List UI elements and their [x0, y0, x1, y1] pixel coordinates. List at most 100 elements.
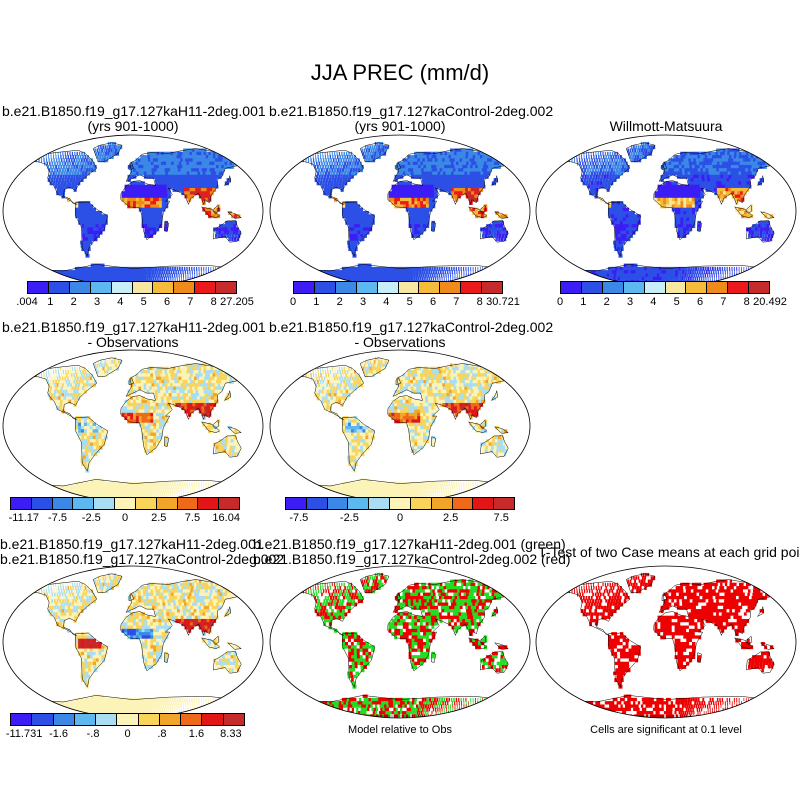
map-grid-cell [90, 237, 95, 242]
map-grid-cell [690, 155, 694, 159]
map-grid-cell [155, 197, 160, 202]
map-grid-cell [459, 164, 464, 169]
map-grid-cell [315, 174, 319, 179]
map-grid-cell [425, 151, 430, 156]
map-grid-cell [431, 273, 434, 278]
map-grid-cell [213, 171, 218, 176]
map-grid-cell [421, 270, 424, 275]
map-grid-cell [397, 273, 401, 278]
map-grid-cell [709, 155, 714, 159]
map-grid-cell [420, 204, 424, 209]
map-grid-cell [485, 171, 491, 176]
map-grid-cell [313, 158, 315, 163]
map-grid-cell [690, 171, 694, 176]
map-grid-cell [417, 224, 421, 229]
map-grid-cell [675, 158, 680, 163]
map-grid-cell [391, 276, 395, 281]
map-grid-cell [740, 158, 746, 163]
map-grid-cell [608, 158, 611, 163]
map-grid-cell [355, 158, 358, 163]
map-grid-cell [671, 184, 676, 189]
map-grid-cell [156, 168, 161, 173]
map-grid-cell [417, 158, 421, 163]
map-grid-cell [135, 181, 140, 186]
map-grid-cell [694, 184, 698, 189]
map-grid-cell [150, 158, 154, 163]
map-grid-cell [326, 191, 330, 196]
map-grid-cell [82, 161, 85, 166]
colorbar-swatch [69, 282, 91, 293]
map-grid-cell [610, 168, 613, 173]
map-grid-cell [163, 151, 168, 156]
map-grid-cell [152, 266, 155, 271]
map-grid-cell [391, 191, 395, 196]
map-grid-cell [163, 178, 167, 182]
map-grid-cell [690, 158, 695, 163]
map-grid-cell [722, 184, 726, 189]
map-grid-cell [705, 151, 711, 156]
map-grid-cell [426, 276, 428, 281]
map-grid-cell [411, 211, 416, 215]
map-grid-cell [194, 184, 199, 189]
map-grid-cell [496, 266, 498, 271]
map-grid-cell [370, 158, 373, 163]
map-grid-cell [362, 220, 367, 225]
map-grid-cell [686, 273, 689, 278]
map-grid-cell [130, 379, 134, 384]
map-grid-cell [367, 270, 372, 275]
map-grid-cell [668, 184, 673, 189]
map-grid-cell [597, 151, 599, 156]
map-grid-cell [702, 164, 707, 169]
coastline [92, 142, 123, 162]
map-grid-cell [402, 191, 407, 196]
map-grid-cell [102, 360, 105, 365]
map-grid-cell [391, 187, 395, 192]
map-grid-cell [109, 366, 112, 371]
map-grid-cell [743, 171, 749, 176]
map-grid-cell [206, 174, 211, 179]
map-grid-cell [73, 174, 76, 179]
map-grid-cell [453, 187, 458, 192]
map-grid-cell [671, 181, 676, 186]
map-grid-cell [145, 158, 149, 163]
map-grid-cell [303, 270, 310, 275]
map-grid-cell [769, 266, 771, 271]
map-grid-cell [174, 266, 176, 271]
map-grid-cell [450, 171, 455, 176]
map-grid-cell [158, 273, 160, 278]
map-grid-cell [360, 168, 364, 173]
map-grid-cell [191, 270, 193, 275]
map-grid-cell [83, 270, 89, 275]
map-grid-cell [481, 184, 486, 189]
map-grid-cell [41, 158, 43, 163]
map-grid-cell [646, 145, 649, 150]
map-grid-cell [355, 237, 359, 242]
map-grid-cell [200, 174, 206, 179]
map-grid-cell [611, 214, 615, 219]
map-grid-cell [684, 164, 688, 169]
map-grid-cell [149, 171, 153, 176]
map-grid-cell [38, 151, 40, 156]
map-grid-cell [651, 266, 655, 271]
map-grid-cell [153, 220, 157, 225]
map-grid-cell [501, 158, 508, 163]
map-grid-cell [586, 273, 593, 278]
map-grid-cell [714, 171, 719, 176]
map-grid-cell [476, 191, 481, 196]
map-grid-cell [628, 217, 633, 222]
map-grid-cell [124, 197, 128, 202]
map-grid-cell [192, 273, 193, 278]
map-grid-cell [706, 161, 711, 166]
map-grid-cell [699, 184, 704, 189]
map-grid-cell [731, 270, 733, 275]
map-grid-cell [81, 220, 85, 225]
map-grid-cell [365, 211, 369, 215]
map-grid-cell [312, 155, 314, 159]
map-grid-cell [741, 266, 742, 271]
map-grid-cell [596, 171, 599, 176]
map-grid-cell [320, 151, 321, 156]
map-grid-cell [400, 276, 403, 281]
map-grid-cell [761, 237, 764, 242]
map-grid-cell [228, 270, 231, 275]
map-grid-cell [473, 161, 479, 166]
